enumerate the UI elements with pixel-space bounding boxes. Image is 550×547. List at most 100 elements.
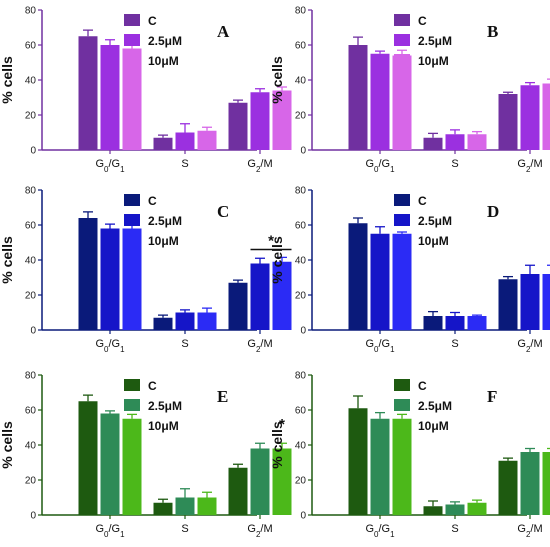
category-label: S bbox=[451, 523, 458, 535]
bar bbox=[122, 418, 142, 515]
legend-swatch bbox=[394, 34, 410, 46]
chart-panel-b: % cells 0 20 40 60 80 G0/G1 S G2/M C 2.5μM 10μM B bbox=[269, 6, 550, 174]
y-tick-label: 0 bbox=[30, 146, 36, 157]
bar bbox=[370, 233, 390, 330]
bar bbox=[348, 408, 368, 515]
bar bbox=[153, 502, 173, 515]
legend-swatch bbox=[124, 214, 140, 226]
y-axis-label: % cells bbox=[269, 236, 285, 284]
category-label: S bbox=[181, 523, 188, 535]
category-label: G0/G1 bbox=[95, 158, 125, 174]
y-tick-label: 80 bbox=[295, 6, 307, 17]
chart-panel-f: % cells 0 20 40 60 80 G0/G1 S G2/M C 2.5μM 10μM F bbox=[269, 371, 550, 539]
legend-swatch bbox=[394, 419, 410, 431]
y-tick-label: 20 bbox=[25, 291, 37, 302]
legend-label: 10μM bbox=[148, 54, 179, 68]
legend-label: 10μM bbox=[148, 419, 179, 433]
legend-swatch bbox=[394, 14, 410, 26]
category-label: G0/G1 bbox=[365, 158, 395, 174]
legend-swatch bbox=[124, 14, 140, 26]
legend-swatch bbox=[124, 399, 140, 411]
bar bbox=[498, 94, 518, 150]
y-tick-label: 40 bbox=[295, 256, 307, 267]
chart-panel-a: % cells 0 20 40 60 80 G0/G1 S G2/M C 2.5μM 10μM A bbox=[0, 6, 292, 174]
chart-panel-c: % cells 0 20 40 60 80 G0/G1 S G2/M * C 2.5μM 10μM C bbox=[0, 186, 292, 354]
bar bbox=[153, 137, 173, 150]
legend-label: 2.5μM bbox=[418, 214, 452, 228]
category-label: G2/M bbox=[517, 338, 542, 354]
bar bbox=[100, 228, 120, 330]
legend-label: 10μM bbox=[418, 419, 449, 433]
legend-swatch bbox=[124, 54, 140, 66]
legend-swatch bbox=[124, 419, 140, 431]
category-label: G0/G1 bbox=[365, 338, 395, 354]
category-label: G2/M bbox=[517, 523, 542, 539]
bar bbox=[370, 53, 390, 150]
y-tick-label: 60 bbox=[295, 41, 307, 52]
bar bbox=[520, 274, 540, 330]
legend-label: 10μM bbox=[418, 234, 449, 248]
legend-swatch bbox=[394, 214, 410, 226]
bar bbox=[272, 448, 292, 515]
legend-swatch bbox=[124, 234, 140, 246]
y-tick-label: 0 bbox=[300, 146, 306, 157]
y-tick-label: 40 bbox=[295, 76, 307, 87]
bar bbox=[392, 233, 412, 330]
y-tick-label: 80 bbox=[25, 6, 37, 17]
bar bbox=[153, 317, 173, 330]
y-axis-label: % cells bbox=[269, 421, 285, 469]
bar bbox=[498, 460, 518, 515]
y-tick-label: 80 bbox=[295, 371, 307, 382]
bar bbox=[250, 263, 270, 330]
category-label: S bbox=[451, 338, 458, 350]
significance-marker: * bbox=[279, 416, 285, 433]
panel-letter: A bbox=[217, 22, 230, 41]
category-label: G0/G1 bbox=[95, 338, 125, 354]
bar bbox=[542, 452, 550, 515]
y-tick-label: 40 bbox=[25, 256, 37, 267]
y-tick-label: 40 bbox=[295, 441, 307, 452]
legend-label: 2.5μM bbox=[148, 34, 182, 48]
panel-letter: E bbox=[217, 387, 228, 406]
y-tick-label: 80 bbox=[25, 186, 37, 197]
bar bbox=[445, 504, 465, 515]
bar bbox=[175, 497, 195, 515]
bar bbox=[467, 134, 487, 150]
y-tick-label: 0 bbox=[300, 326, 306, 337]
bar bbox=[197, 312, 217, 330]
y-tick-label: 20 bbox=[25, 476, 37, 487]
bar bbox=[122, 228, 142, 330]
chart-panel-e: % cells 0 20 40 60 80 G0/G1 S G2/M * C 2.5μM 10μM E bbox=[0, 371, 292, 539]
panel-letter: B bbox=[487, 22, 498, 41]
bar bbox=[370, 418, 390, 515]
bar bbox=[542, 274, 550, 330]
bar bbox=[100, 45, 120, 150]
bar bbox=[197, 130, 217, 150]
bar bbox=[520, 452, 540, 515]
legend-label: 2.5μM bbox=[148, 214, 182, 228]
bar bbox=[78, 401, 98, 515]
y-tick-label: 60 bbox=[295, 221, 307, 232]
legend-label: C bbox=[148, 14, 157, 28]
legend-label: 10μM bbox=[148, 234, 179, 248]
bar bbox=[272, 90, 292, 150]
bar bbox=[498, 279, 518, 330]
category-label: S bbox=[451, 158, 458, 170]
legend-label: C bbox=[148, 379, 157, 393]
bar bbox=[78, 36, 98, 150]
y-tick-label: 0 bbox=[30, 326, 36, 337]
bar bbox=[100, 413, 120, 515]
legend-label: C bbox=[148, 194, 157, 208]
legend-swatch bbox=[124, 194, 140, 206]
panel-letter: D bbox=[487, 202, 499, 221]
y-tick-label: 40 bbox=[25, 76, 37, 87]
y-tick-label: 0 bbox=[30, 511, 36, 522]
bar bbox=[423, 506, 443, 515]
bar bbox=[122, 48, 142, 150]
bar bbox=[520, 85, 540, 150]
bar bbox=[197, 497, 217, 515]
legend-swatch bbox=[394, 194, 410, 206]
panel-letter: F bbox=[487, 387, 497, 406]
y-tick-label: 60 bbox=[25, 221, 37, 232]
